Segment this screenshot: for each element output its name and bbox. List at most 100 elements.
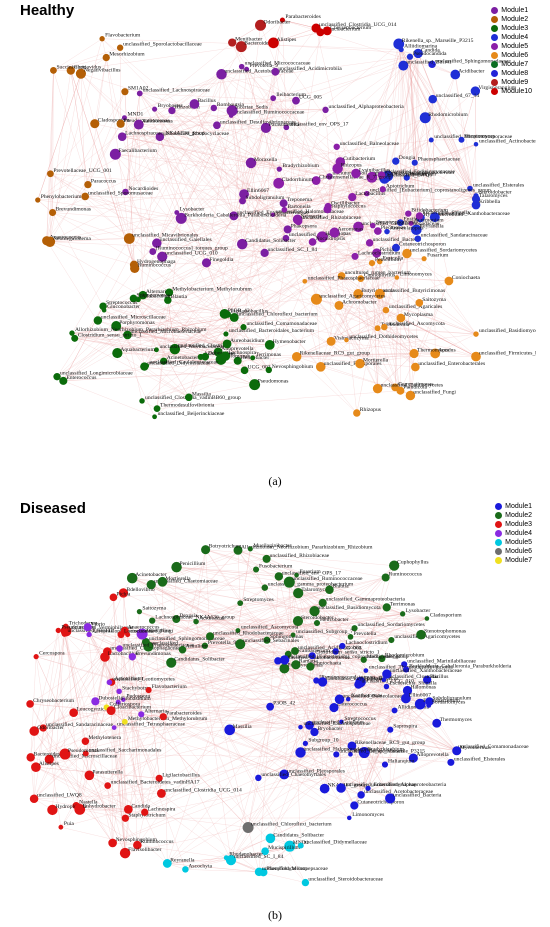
network-node (311, 23, 321, 33)
network-edge (298, 220, 378, 232)
network-node (377, 171, 386, 180)
network-edge (409, 56, 477, 196)
network-edge (85, 753, 108, 786)
network-edge (34, 730, 113, 844)
node-label: Chryseobacterium (33, 698, 75, 704)
node-label: unclassified_Fungi (413, 389, 456, 396)
network-edge (148, 689, 395, 711)
node-label: Rikenella_sp._Marseille_P3215 (353, 748, 425, 754)
network-edge (264, 98, 274, 253)
node-label: unclassified_Beijerinckiaceae (158, 410, 225, 417)
network-edge (269, 650, 296, 707)
network-edge (171, 639, 392, 663)
node-label: Flavisolibacter (128, 847, 161, 853)
network-edge (133, 298, 145, 367)
network-edge (117, 281, 305, 354)
network-node (155, 774, 163, 782)
network-edge (384, 144, 477, 179)
node-label: Bdellovibrio (126, 587, 154, 593)
network-edge (63, 144, 477, 382)
node-label: Lysobacter (180, 207, 205, 213)
node-label: Gluconobacter (107, 304, 140, 310)
network-node (336, 783, 346, 793)
network-edge (367, 701, 430, 789)
network-edge (409, 56, 421, 218)
network-edge (115, 97, 274, 155)
node-label: unclassified_Xanthobacteraceae (438, 210, 511, 217)
network-node (283, 225, 292, 234)
node-label: Methylobacterium_Methylorubrum (128, 716, 208, 722)
network-edge (46, 38, 103, 241)
node-label: unclassified_Thermodesulfovibrionia (369, 664, 453, 671)
network-edge (46, 240, 269, 371)
legend-swatch (491, 79, 499, 86)
node-label: Bryobacter (158, 103, 183, 109)
network-edge (141, 714, 249, 828)
network-node (249, 379, 261, 391)
network-edge (50, 173, 86, 197)
node-label: unclassified_Sphingomonadaceae (435, 57, 511, 64)
network-edge (205, 549, 351, 755)
network-edge (63, 46, 242, 381)
network-edge (167, 229, 417, 301)
network-edge (377, 353, 415, 389)
legend-swatch (491, 16, 499, 23)
network-node (311, 176, 321, 185)
network-edge (123, 699, 142, 715)
network-edge (297, 593, 337, 755)
network-edge (118, 681, 323, 703)
network-node (302, 278, 308, 284)
network-edge (298, 220, 335, 233)
node-label: unclassified_Clostridia_UCG_014 (164, 786, 242, 793)
network-edge (176, 566, 290, 583)
legend-swatch (495, 521, 503, 528)
network-edge (296, 356, 357, 414)
network-edge (127, 317, 235, 336)
network-edge (358, 277, 397, 295)
node-label: Escherichia_Shigella (389, 681, 437, 687)
network-node (388, 636, 395, 644)
network-edge (63, 334, 128, 382)
network-edge (122, 136, 330, 177)
node-label: Vibrio (91, 621, 105, 627)
network-edge (63, 369, 269, 382)
network-edge (243, 194, 396, 388)
network-edge (138, 136, 161, 300)
network-edge (88, 577, 133, 635)
network-edge (121, 136, 163, 257)
network-edge (125, 827, 249, 854)
network-node (317, 677, 328, 687)
network-edge (64, 633, 113, 843)
network-edge (133, 43, 399, 265)
network-edge (36, 656, 353, 747)
network-edge (102, 38, 402, 50)
network-edge (64, 633, 86, 742)
node-label: Allidiomarina (398, 704, 430, 710)
network-node (157, 576, 168, 587)
network-edge (379, 261, 477, 335)
node-label: Lachnospiraceae_NK4A136_group (125, 131, 205, 137)
network-node (135, 296, 141, 303)
network-edge (309, 725, 457, 751)
node-label: unclassified_Balneolaceae (340, 140, 400, 147)
network-edge (258, 576, 280, 872)
network-edge (297, 620, 335, 708)
node-label: Staphylococcus (364, 676, 399, 682)
network-edge (234, 317, 270, 346)
network-edge (162, 581, 294, 636)
network-node (310, 293, 322, 305)
node-label: Phenylobacterium (266, 866, 307, 872)
network-edge (339, 699, 342, 789)
network-edge (366, 193, 380, 294)
node-label: Allobaculum (141, 294, 171, 300)
network-edge (242, 98, 274, 201)
node-label: Enhydrobacter (83, 803, 116, 809)
node-label: unclassified_Tetrasphaeraceae (117, 721, 185, 728)
network-edge (237, 630, 350, 819)
network-edge (107, 785, 138, 846)
network-edge (288, 654, 364, 660)
node-label: Limonomyces (400, 272, 432, 278)
network-edge (60, 809, 129, 828)
node-label: unclassified_Lachnospiraceae (304, 720, 372, 727)
network-edge (304, 258, 425, 282)
